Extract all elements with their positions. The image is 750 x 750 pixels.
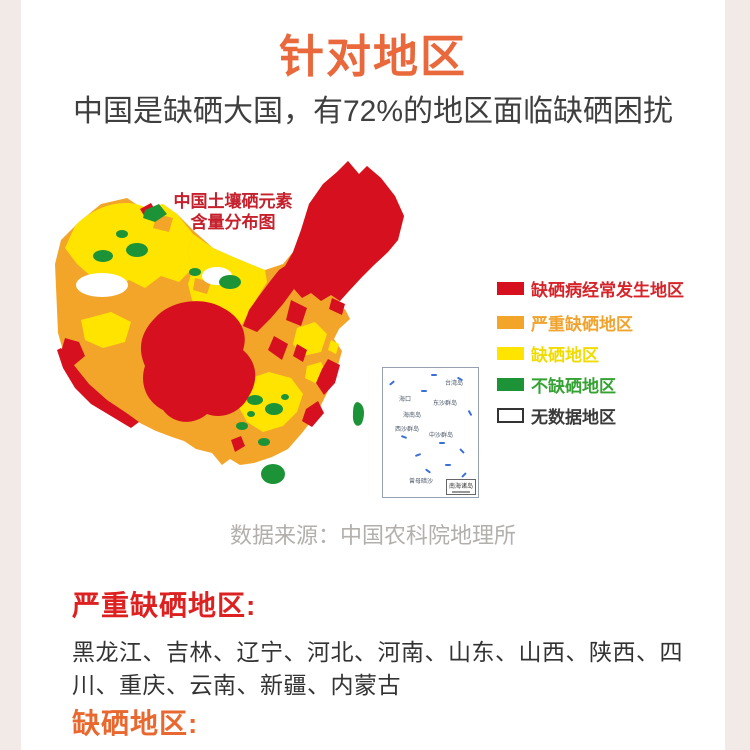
page-title: 针对地区 bbox=[278, 31, 467, 82]
legend-label: 缺硒病经常发生地区 bbox=[531, 281, 684, 300]
legend-label: 不缺硒地区 bbox=[531, 377, 616, 396]
legend-swatch-white bbox=[497, 408, 524, 423]
south-china-sea-inset: 台湾岛 东沙群岛 海口 海南岛 西沙群岛 中沙群岛 曾母暗沙 南海诸岛 bbox=[382, 367, 479, 498]
island-mark bbox=[389, 380, 395, 386]
inset-scale-bar bbox=[451, 491, 470, 493]
map-legend: 缺硒病经常发生地区 严重缺硒地区 缺硒地区 不缺硒地区 无数据地区 bbox=[497, 280, 712, 438]
legend-swatch-orange bbox=[497, 316, 524, 329]
section-heading: 缺硒地区: bbox=[72, 708, 199, 739]
inset-label-zengmu: 曾母暗沙 bbox=[409, 479, 434, 485]
data-source-text: 数据来源：中国农科院地理所 bbox=[229, 523, 516, 548]
island-mark bbox=[439, 442, 445, 444]
inset-label-zhongsha: 中沙群岛 bbox=[429, 433, 454, 439]
map-nondeficient-regions bbox=[93, 204, 365, 484]
island-mark bbox=[414, 453, 422, 457]
inset-label-taiwan: 台湾岛 bbox=[445, 381, 464, 387]
island-mark bbox=[459, 448, 465, 454]
island-mark bbox=[467, 409, 473, 417]
left-margin-strip bbox=[0, 0, 21, 750]
legend-label: 严重缺硒地区 bbox=[531, 315, 633, 334]
page-subtitle: 中国是缺硒大国，有72%的地区面临缺硒困扰 bbox=[72, 95, 674, 128]
island-mark bbox=[421, 390, 427, 392]
inset-label-xisha: 西沙群岛 bbox=[395, 427, 420, 433]
inset-caption-box: 南海诸岛 bbox=[445, 479, 476, 495]
legend-item-nodata: 无数据地区 bbox=[497, 407, 712, 427]
section-severe-regions: 严重缺硒地区: 黑龙江、吉林、辽宁、河北、河南、山东、山西、陕西、四川、重庆、云… bbox=[72, 584, 732, 702]
legend-item-deficient: 缺硒地区 bbox=[497, 345, 712, 365]
inset-caption-text: 南海诸岛 bbox=[448, 484, 473, 490]
legend-swatch-yellow bbox=[497, 347, 524, 360]
china-selenium-map: 中国土壤硒元素 含量分布图 bbox=[55, 161, 404, 484]
legend-swatch-red bbox=[497, 282, 524, 295]
legend-label: 缺硒地区 bbox=[531, 346, 599, 365]
island-mark bbox=[424, 468, 432, 474]
island-mark bbox=[461, 472, 467, 478]
legend-item-nondeficient: 不缺硒地区 bbox=[497, 376, 712, 396]
island-mark bbox=[431, 374, 437, 376]
section-heading: 严重缺硒地区: bbox=[72, 590, 257, 621]
map-title-line2: 含量分布图 bbox=[191, 212, 276, 232]
island-mark bbox=[445, 464, 451, 466]
island-mark bbox=[400, 435, 408, 439]
section-body: 黑龙江、吉林、辽宁、河北、河南、山东、山西、陕西、四川、重庆、云南、新疆、内蒙古 bbox=[72, 639, 683, 698]
map-title-line1: 中国土壤硒元素 bbox=[174, 191, 293, 211]
right-margin-strip bbox=[725, 0, 750, 750]
legend-item-severe: 严重缺硒地区 bbox=[497, 314, 712, 334]
legend-label: 无数据地区 bbox=[531, 408, 616, 427]
map-frequent-regions bbox=[57, 161, 404, 452]
inset-label-hainan: 海南岛 bbox=[403, 413, 422, 419]
legend-item-frequent: 缺硒病经常发生地区 bbox=[497, 280, 712, 300]
legend-swatch-green bbox=[497, 378, 524, 391]
inset-label-haikou: 海口 bbox=[399, 397, 412, 403]
section-deficient-regions: 缺硒地区: 北京、天津、江苏、浙江、安徽、湖南、湖北福建、江西北部 bbox=[72, 702, 732, 750]
inset-label-dongsha: 东沙群岛 bbox=[433, 401, 458, 407]
